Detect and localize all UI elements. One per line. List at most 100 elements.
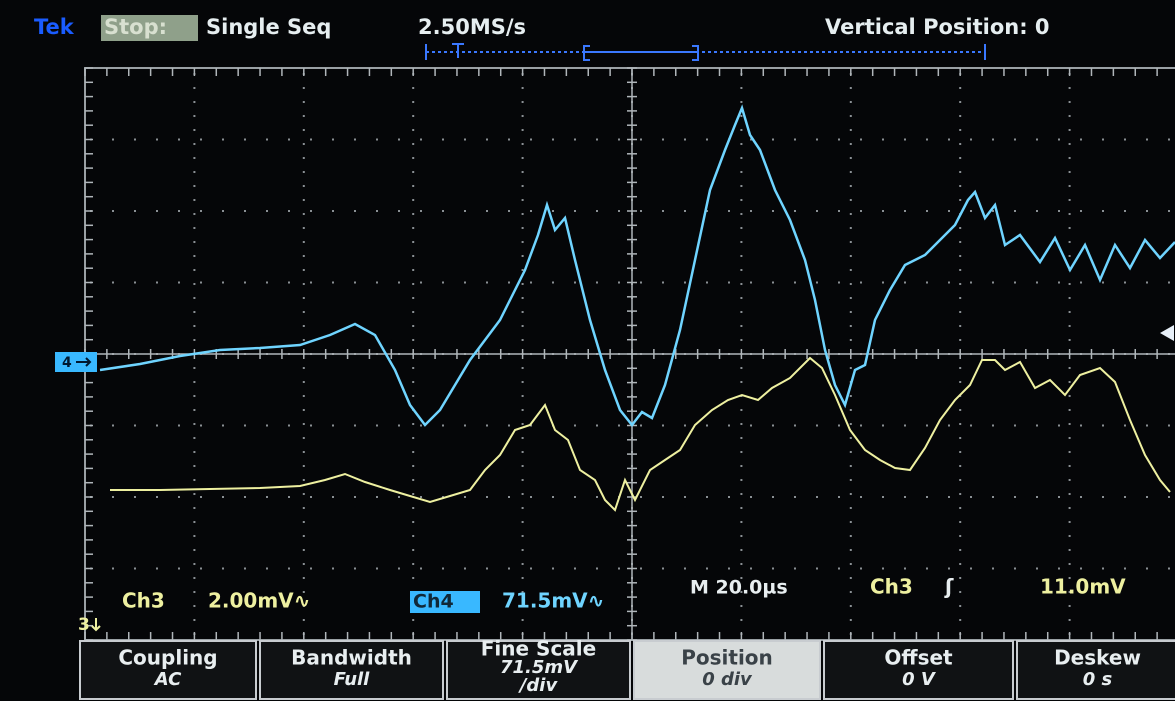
grid-dot (816, 210, 818, 212)
grid-dot (193, 283, 195, 285)
grid-dot (193, 101, 195, 103)
grid-dot (178, 210, 180, 212)
grid-dot (684, 282, 686, 284)
menu-value: 0 V (902, 669, 937, 690)
grid-dot (193, 255, 195, 257)
grid-dot (508, 496, 510, 498)
grid-dot (850, 157, 852, 159)
grid-dot (850, 395, 852, 397)
grid-dot (1080, 282, 1082, 284)
grid-dot (193, 157, 195, 159)
grid-dot (244, 210, 246, 212)
grid-dot (442, 282, 444, 284)
grid-dot (850, 521, 852, 523)
grid-dot (412, 157, 414, 159)
grid-dot (596, 568, 598, 570)
grid-dot (959, 297, 961, 299)
grid-dot (740, 367, 742, 369)
grid-dot (662, 139, 664, 141)
grid-dot (959, 143, 961, 145)
grid-dot (596, 139, 598, 141)
grid-dot (948, 282, 950, 284)
grid-dot (412, 101, 414, 103)
grid-dot (244, 496, 246, 498)
grid-dot (522, 325, 524, 327)
grid-dot (486, 496, 488, 498)
menu-value: /div (518, 675, 559, 696)
ch4-label: Ch4 (413, 591, 454, 613)
grid-dot (310, 139, 312, 141)
grid-dot (442, 139, 444, 141)
grid-dot (288, 425, 290, 427)
grid-dot (1069, 367, 1071, 369)
grid-dot (860, 496, 862, 498)
grid-dot (522, 619, 524, 621)
grid-dot (1080, 568, 1082, 570)
grid-dot (412, 507, 414, 509)
grid-dot (222, 425, 224, 427)
grid-dot (303, 479, 305, 481)
grid-dot (1069, 619, 1071, 621)
grid-dot (530, 282, 532, 284)
grid-dot (1080, 210, 1082, 212)
grid-dot (574, 496, 576, 498)
grid-dot (193, 465, 195, 467)
grid-dot (959, 619, 961, 621)
grid-dot (850, 437, 852, 439)
grid-dot (740, 479, 742, 481)
grid-dot (193, 297, 195, 299)
grid-dot (508, 139, 510, 141)
grid-dot (740, 227, 742, 229)
grid-dot (684, 425, 686, 427)
grid-dot (420, 282, 422, 284)
grid-dot (850, 171, 852, 173)
grid-dot (303, 493, 305, 495)
grid-dot (850, 367, 852, 369)
grid-dot (303, 549, 305, 551)
grid-dot (266, 496, 268, 498)
grid-dot (1124, 139, 1126, 141)
grid-dot (288, 496, 290, 498)
grid-dot (740, 241, 742, 243)
grid-dot (200, 425, 202, 427)
grid-dot (398, 496, 400, 498)
grid-dot (850, 185, 852, 187)
grid-dot (156, 425, 158, 427)
grid-dot (530, 496, 532, 498)
grid-dot (1069, 325, 1071, 327)
grid-dot (303, 325, 305, 327)
grid-dot (740, 199, 742, 201)
grid-dot (303, 297, 305, 299)
grid-dot (508, 282, 510, 284)
grid-dot (112, 425, 114, 427)
grid-dot (772, 425, 774, 427)
grid-dot (1058, 568, 1060, 570)
grid-dot (850, 535, 852, 537)
grid-dot (740, 409, 742, 411)
grid-dot (412, 171, 414, 173)
grid-dot (486, 139, 488, 141)
grid-dot (959, 157, 961, 159)
grid-dot (1069, 451, 1071, 453)
grid-dot (193, 87, 195, 89)
grid-dot (412, 451, 414, 453)
grid-dot (959, 115, 961, 117)
status: Stop: (104, 15, 167, 39)
grid-dot (850, 465, 852, 467)
grid-dot (1102, 139, 1104, 141)
grid-dot (970, 425, 972, 427)
grid-dot (740, 311, 742, 313)
grid-dot (303, 563, 305, 565)
grid-dot (1069, 381, 1071, 383)
grid-dot (850, 241, 852, 243)
grid-dot (303, 143, 305, 145)
ch4-scale: 71.5mV∿ (502, 589, 604, 613)
grid-dot (522, 157, 524, 159)
grid-dot (193, 619, 195, 621)
